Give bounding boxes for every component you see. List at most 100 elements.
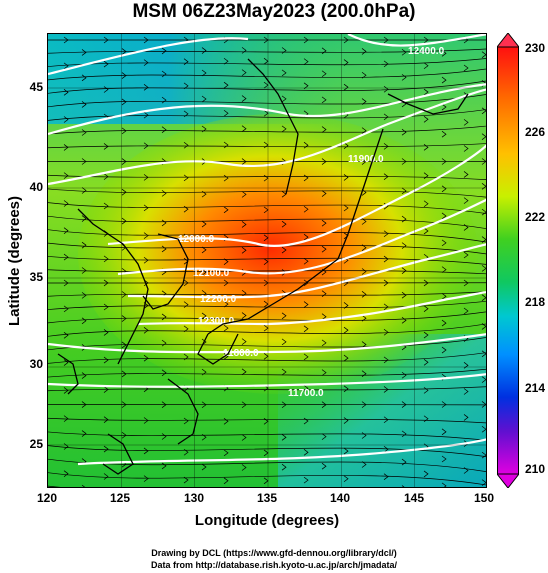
- wind-arrow: [383, 255, 389, 263]
- wind-arrow: [183, 301, 189, 308]
- wind-arrow: [143, 417, 149, 424]
- coastlines: [57, 58, 469, 475]
- wind-arrow: [303, 174, 309, 182]
- wind-arrow: [321, 433, 327, 440]
- wind-arrow: [241, 338, 247, 345]
- wind-arrow: [281, 95, 287, 103]
- wind-arrow: [121, 127, 127, 135]
- wind-arrow: [441, 266, 447, 273]
- wind-arrow: [161, 433, 167, 440]
- wind-arrow: [223, 258, 229, 265]
- wind-arrow: [441, 103, 447, 111]
- wind-arrow: [361, 218, 367, 225]
- wind-arrow: [143, 142, 149, 150]
- wind-arrow: [161, 70, 167, 78]
- wind-arrow: [103, 202, 109, 210]
- wind-arrow: [401, 317, 407, 324]
- wind-arrow: [383, 202, 389, 210]
- y-tick-label: 25: [29, 437, 43, 451]
- wind-arrow: [401, 48, 407, 56]
- x-tick-label: 130: [183, 491, 205, 505]
- wind-arrow: [281, 47, 287, 54]
- wind-arrow: [223, 477, 229, 485]
- contour-label: 12300.0: [198, 316, 235, 327]
- wind-arrow: [81, 101, 87, 108]
- contour-label: 11900.0: [348, 154, 384, 165]
- wind-arrow: [463, 224, 469, 231]
- wind-arrow: [343, 232, 349, 240]
- wind-arrow: [223, 174, 229, 182]
- colorbar-label: 210: [525, 462, 546, 476]
- wind-arrow: [161, 462, 167, 470]
- wind-arrow: [63, 305, 69, 313]
- wind-arrow: [383, 386, 389, 393]
- wind-arrow: [343, 447, 349, 455]
- wind-arrow: [281, 368, 287, 376]
- wind-arrow: [63, 387, 69, 394]
- wind-arrow: [223, 324, 229, 332]
- wind-arrow: [201, 312, 207, 320]
- wind-arrow: [281, 434, 287, 441]
- wind-arrow: [103, 255, 109, 263]
- wind-arrow: [121, 188, 127, 196]
- map-plot-area: 12300.0 12200.0 12100.0 12000.0 11900.0 11800…: [47, 33, 487, 488]
- wind-arrow: [183, 174, 189, 182]
- contour-label: 12000.0: [178, 234, 215, 245]
- y-axis-label: Latitude (degrees): [6, 195, 23, 327]
- x-tick-label: 120: [36, 491, 58, 505]
- wind-arrow: [241, 191, 247, 198]
- wind-arrow: [183, 205, 189, 213]
- contour-labels: 12300.0 12200.0 12100.0 12000.0 11900.0 11800…: [178, 46, 445, 399]
- wind-arrow: [303, 58, 309, 65]
- wind-arrow: [121, 370, 127, 378]
- wind-arrow: [121, 315, 127, 322]
- wind-arrow: [481, 451, 486, 459]
- wind-arrow: [441, 346, 447, 354]
- wind-arrow: [343, 302, 349, 309]
- wind-arrow: [481, 401, 486, 408]
- wind-arrow: [223, 206, 229, 214]
- wind-arrow: [481, 208, 486, 216]
- wind-arrow: [81, 430, 87, 437]
- wind-arrow: [463, 388, 469, 395]
- wind-arrow: [281, 69, 287, 77]
- wind-arrow: [361, 48, 367, 55]
- wind-arrow: [63, 332, 69, 339]
- colorbar-label: 218: [525, 295, 546, 309]
- wind-arrow: [321, 47, 327, 55]
- wind-arrow: [103, 416, 109, 423]
- wind-arrow: [201, 95, 207, 103]
- x-tick-label: 135: [256, 491, 278, 505]
- wind-arrow: [281, 401, 287, 409]
- wind-arrow: [121, 431, 127, 439]
- wind-arrow: [463, 197, 469, 204]
- wind-arrow: [343, 204, 349, 212]
- wind-arrow: [343, 417, 349, 424]
- wind-arrow: [423, 144, 429, 151]
- wind-arrow: [441, 185, 447, 193]
- wind-arrow: [63, 144, 69, 151]
- wind-arrow: [463, 362, 469, 369]
- wind-arrow: [161, 219, 167, 227]
- wind-arrow: [463, 307, 469, 315]
- wind-arrow: [63, 415, 69, 422]
- wind-arrow: [423, 116, 429, 123]
- wind-arrow: [321, 126, 327, 133]
- wind-arrow: [241, 312, 247, 319]
- wind-arrow: [361, 189, 367, 196]
- wind-arrow: [103, 303, 109, 311]
- wind-arrow: [481, 107, 486, 115]
- wind-arrow: [143, 354, 149, 362]
- wind-arrow: [183, 279, 189, 287]
- wind-arrow: [81, 49, 87, 56]
- x-tick-label: 140: [329, 491, 351, 505]
- wind-arrow: [441, 428, 447, 436]
- wind-arrow: [343, 36, 349, 44]
- wind-arrow: [481, 183, 486, 190]
- wind-arrow: [481, 51, 486, 58]
- wind-arrow: [81, 74, 87, 82]
- wind-arrow: [463, 64, 469, 72]
- wind-arrow: [281, 338, 287, 346]
- wind-arrow: [401, 401, 407, 408]
- x-axis-label: Longitude (degrees): [194, 512, 340, 529]
